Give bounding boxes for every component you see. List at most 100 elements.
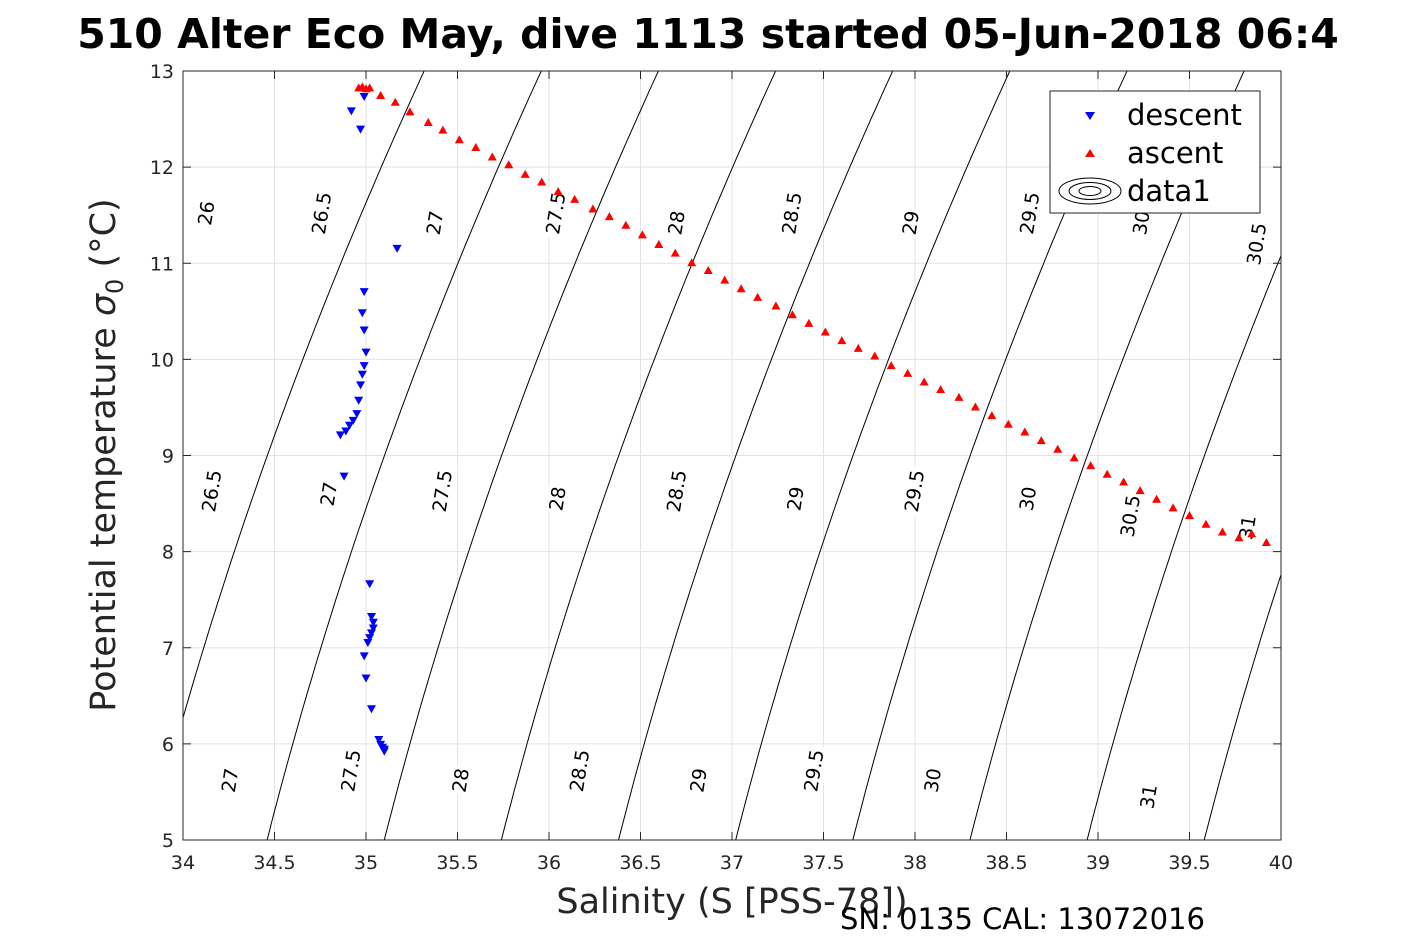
x-tick-label: 36.5	[619, 852, 661, 874]
contour-label-group: 29.5	[799, 744, 830, 798]
ascent-point	[487, 152, 497, 161]
contour-label-bg	[799, 744, 830, 798]
contour-label: 29	[899, 209, 925, 236]
contour-label-group: 29	[898, 207, 925, 239]
contour-label-bg	[664, 207, 691, 239]
ascent-point	[936, 385, 946, 394]
ascent-point	[570, 194, 580, 203]
descent-point	[339, 472, 349, 481]
ascent-point	[903, 368, 913, 377]
descent-point	[356, 381, 366, 390]
contour-label-bg	[898, 207, 925, 239]
ascent-point	[604, 212, 614, 221]
ascent-point	[1119, 477, 1129, 486]
ascent-point	[553, 187, 563, 196]
ascent-point	[703, 265, 713, 274]
ascent-point	[736, 284, 746, 293]
contour-label-bg	[217, 764, 244, 796]
ascent-point	[1020, 427, 1030, 436]
contour-label-group: 30.5	[1242, 217, 1272, 271]
contour-label: 28	[545, 485, 571, 512]
contour-label-bg	[1128, 207, 1155, 239]
contour-label-bg	[783, 483, 810, 515]
contour-line	[735, 71, 1011, 840]
contour-label: 31	[1136, 783, 1162, 810]
x-tick-label: 34	[171, 852, 195, 874]
ascent-point	[1185, 511, 1194, 520]
ascent-point	[919, 377, 929, 386]
descent-point	[368, 618, 378, 627]
contour-label-group: 29.5	[1015, 186, 1046, 240]
axis-ticks: 34 34.5 35 35.5 36 36.5 37 37.5 38 38.5 39 39.5 40 5 6…	[150, 61, 1293, 874]
ascent-point	[670, 248, 680, 257]
y-tick-label: 9	[162, 446, 174, 468]
y-axis-label-subscript: 0	[101, 279, 129, 294]
y-tick-label: 8	[162, 542, 174, 564]
contour-label-group: 30	[920, 764, 947, 796]
ascent-point	[1086, 461, 1096, 470]
contour-label-bg	[1015, 483, 1042, 515]
ascent-point	[1217, 527, 1227, 536]
ascent-point	[390, 97, 400, 106]
y-tick-label: 10	[150, 349, 174, 371]
descent-point	[341, 427, 351, 436]
contour-label-bg	[316, 478, 343, 510]
contour-label-bg	[545, 483, 572, 515]
ascent-point	[1053, 444, 1063, 453]
descent-point	[365, 580, 375, 589]
contour-label: 27	[317, 480, 343, 507]
ascent-point	[820, 327, 830, 336]
ascent-point	[837, 336, 847, 345]
descent-point	[392, 244, 402, 253]
ascent-point	[405, 107, 415, 116]
ascent-point	[454, 135, 464, 144]
contour-label-group: 30.5	[1116, 489, 1146, 543]
contour-label-group: 28	[545, 483, 572, 515]
x-tick-label: 40	[1269, 852, 1293, 874]
ascent-point	[1102, 469, 1112, 478]
descent-point	[352, 410, 362, 419]
ascent-point	[438, 125, 448, 134]
x-tick-label: 38.5	[985, 852, 1027, 874]
contour-label-group: 29	[686, 764, 713, 796]
contour-label-bg	[541, 186, 572, 240]
descent-point	[359, 326, 369, 335]
contour-line	[500, 71, 777, 840]
ascent-point	[886, 361, 896, 370]
contour-label-bg	[428, 464, 458, 518]
contour-label-bg	[565, 744, 595, 798]
contour-label-group: 29	[783, 483, 810, 515]
x-tick-label: 37.5	[802, 852, 844, 874]
ascent-point	[1036, 436, 1046, 445]
descent-point	[366, 612, 376, 621]
contour-line	[383, 71, 659, 840]
x-tick-label: 39.5	[1168, 852, 1210, 874]
contour-label-group: 28.5	[777, 186, 808, 240]
contour-label-bg	[1015, 186, 1046, 240]
contour-label: 30	[1129, 209, 1155, 236]
legend-box	[1049, 90, 1261, 214]
descent-point	[359, 288, 369, 297]
descent-point	[365, 634, 375, 643]
ascent-point	[753, 292, 763, 301]
contour-label: 29	[686, 767, 712, 794]
ascent-point	[870, 351, 880, 360]
legend-contour-icon	[1058, 177, 1122, 205]
ascent-point	[1152, 494, 1162, 503]
x-tick-label: 38	[903, 852, 927, 874]
contour-label: 28	[664, 209, 690, 236]
contour-label-group: 27	[422, 207, 449, 239]
x-axis-label: Salinity (S [PSS-78])	[556, 882, 907, 922]
ascent-point	[1168, 503, 1178, 512]
contour-label-bg	[336, 744, 367, 798]
contour-label-bg	[777, 186, 808, 240]
y-axis-label-main: Potential temperature	[84, 316, 124, 712]
contour-label-bg	[920, 764, 947, 796]
contour-label: 28	[448, 767, 474, 794]
ascent-point	[987, 411, 997, 420]
descent-point	[354, 396, 364, 405]
contour-label: 30	[921, 767, 947, 794]
y-tick-label: 13	[150, 61, 174, 83]
ascent-point	[787, 310, 797, 319]
contour-label-group: 26	[193, 197, 220, 229]
